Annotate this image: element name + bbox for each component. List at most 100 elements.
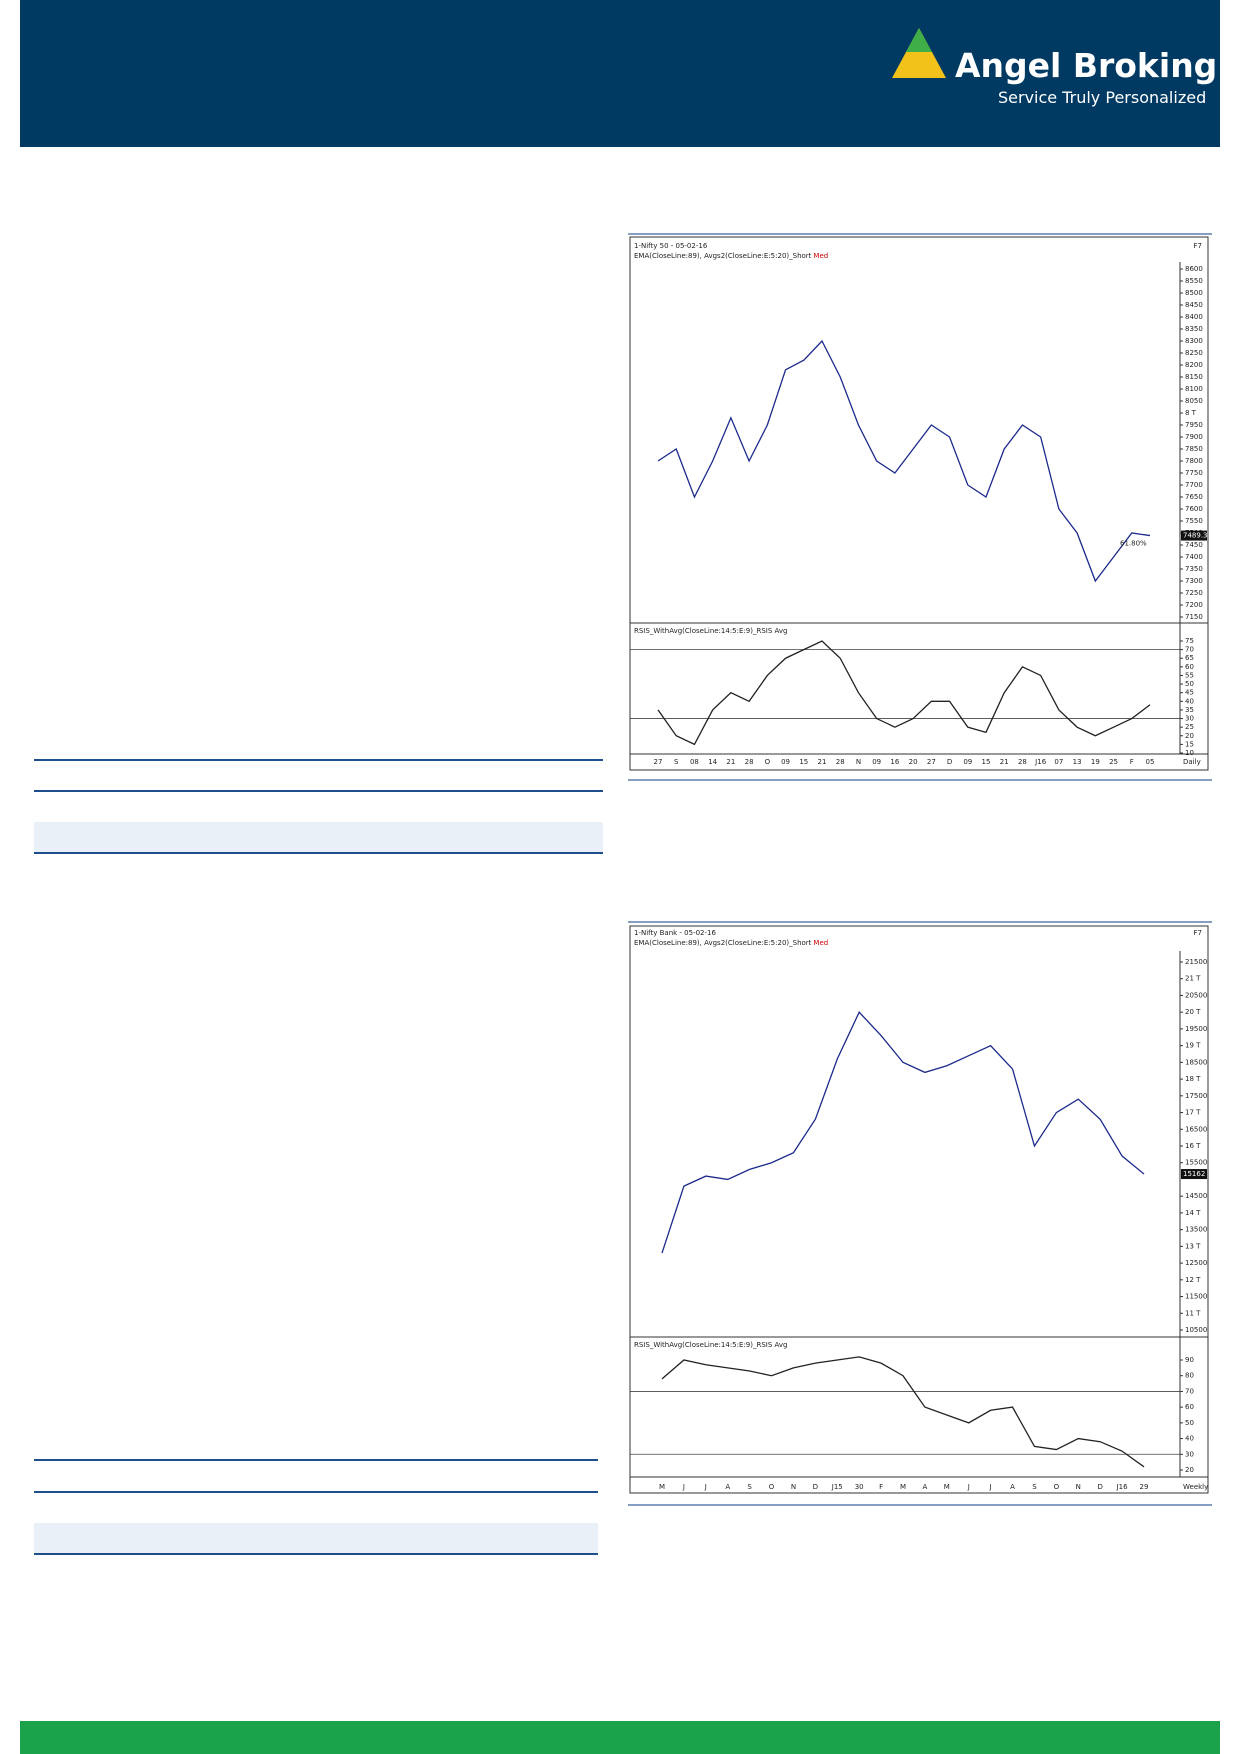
y-tick-label: 7250 [1185,589,1203,597]
x-tick-label: 16 [890,758,899,766]
y-tick-label: 7650 [1185,493,1203,501]
x-tick-label: 09 [872,758,881,766]
y-tick-label: 50 [1185,680,1194,688]
y-tick-label: 7400 [1185,553,1203,561]
annotation: 61.80% [1120,540,1147,548]
subtitle-tag: Med [813,252,828,260]
y-tick-label: 15 [1185,740,1194,748]
chart-title: 1-Nifty Bank - 05-02-16 [634,929,716,937]
x-tick-label: 30 [855,1483,864,1491]
chart-box [629,236,1209,771]
x-tick-label: M [900,1483,906,1491]
y-tick-label: 8250 [1185,349,1203,357]
y-tick-label: 40 [1185,697,1194,705]
y-tick-label: 7300 [1185,577,1203,585]
y-tick-label: 8400 [1185,313,1203,321]
x-tick-label: 15 [982,758,991,766]
subtitle-tag: Med [813,939,828,947]
footer-band [20,1721,1220,1754]
x-tick-label: J16 [1116,1483,1129,1491]
price-line [661,1011,1145,1254]
y-tick-label: 50 [1185,1419,1194,1427]
y-tick-label: 8550 [1185,277,1203,285]
y-tick-label: 65 [1185,654,1194,662]
table-rule [34,1459,598,1461]
y-tick-label: 20 T [1185,1008,1201,1016]
rsi-label: RSIS_WithAvg(CloseLine:14:5:E:9)_RSIS Av… [634,1341,787,1349]
y-tick-label: 30 [1185,715,1194,723]
x-tick-label: 20 [909,758,918,766]
y-tick-label: 7750 [1185,469,1203,477]
y-tick-label: 45 [1185,689,1194,697]
chart: 1-Nifty Bank - 05-02-16 EMA(CloseLine:89)… [628,921,1212,1506]
chart: 1-Nifty 50 - 05-02-16 EMA(CloseLine:89), … [628,233,1212,781]
x-tick-label: 14 [708,758,717,766]
y-tick-label: 7200 [1185,601,1203,609]
x-tick-label: M [659,1483,665,1491]
y-tick-label: 20 [1185,732,1194,740]
y-tick-label: 13 T [1185,1242,1201,1250]
x-tick-label: 13 [1073,758,1082,766]
y-tick-label: 8200 [1185,361,1203,369]
y-tick-label: 10500 [1185,1326,1207,1334]
y-tick-label: 35 [1185,706,1194,714]
y-tick-label: 40 [1185,1435,1194,1443]
table-rule [34,1491,598,1493]
chart-subtitle: EMA(CloseLine:89), Avgs2(CloseLine:E:5:2… [634,252,812,260]
y-tick-label: 21 T [1185,975,1201,983]
y-tick-label: 20 [1185,1466,1194,1474]
tagline: Service Truly Personalized [998,88,1207,107]
x-tick-label: O [765,758,771,766]
price-marker-box [1181,1169,1207,1180]
y-tick-label: 14500 [1185,1192,1207,1200]
y-tick-label: 17500 [1185,1092,1207,1100]
y-tick-label: 17 T [1185,1109,1201,1117]
y-tick-label: 7900 [1185,433,1203,441]
rsi-label: RSIS_WithAvg(CloseLine:14:5:E:9)_RSIS Av… [634,627,787,635]
x-tick-label: N [856,758,861,766]
x-tick-label: S [674,758,679,766]
x-tick-label: J16 [1034,758,1047,766]
y-tick-label: 12500 [1185,1259,1207,1267]
x-tick-label: 25 [1109,758,1118,766]
x-tick-label: 28 [745,758,754,766]
brand: Angel Broking [955,46,1218,85]
y-tick-label: 30 [1185,1450,1194,1458]
y-tick-label: 21500 [1185,958,1207,966]
y-tick-label: 60 [1185,663,1194,671]
y-tick-label: 8 T [1185,409,1197,417]
x-tick-label: D [947,758,952,766]
x-tick-label: 19 [1091,758,1100,766]
y-tick-label: 8050 [1185,397,1203,405]
rsi-line [657,640,1151,746]
logo-mark [892,28,946,78]
x-tick-label: F [879,1483,883,1491]
y-tick-label: 18500 [1185,1058,1207,1066]
y-tick-label: 8450 [1185,301,1203,309]
x-tick-label: 29 [1140,1483,1149,1491]
x-tick-label: O [1054,1483,1060,1491]
x-tick-label: A [725,1483,730,1491]
x-tick-label: 09 [963,758,972,766]
y-tick-label: 7600 [1185,505,1203,513]
x-tick-label: J [967,1483,970,1491]
y-tick-label: 20500 [1185,991,1207,999]
y-tick-label: 7850 [1185,445,1203,453]
rsi-line [661,1356,1145,1468]
y-tick-label: 8350 [1185,325,1203,333]
y-tick-label: 70 [1185,646,1194,654]
price-marker-box [1181,530,1207,541]
y-tick-label: 14 T [1185,1209,1201,1217]
y-tick-label: 11500 [1185,1293,1207,1301]
x-tick-label: J [989,1483,992,1491]
y-tick-label: 19500 [1185,1025,1207,1033]
x-tick-label: J15 [831,1483,843,1491]
y-tick-label: 16500 [1185,1125,1207,1133]
x-tick-label: 27 [927,758,936,766]
x-tick-label: 27 [654,758,663,766]
chart-box [629,925,1209,1494]
y-tick-label: 16 T [1185,1142,1201,1150]
price-line [657,339,1151,583]
x-tick-label: 21 [726,758,735,766]
